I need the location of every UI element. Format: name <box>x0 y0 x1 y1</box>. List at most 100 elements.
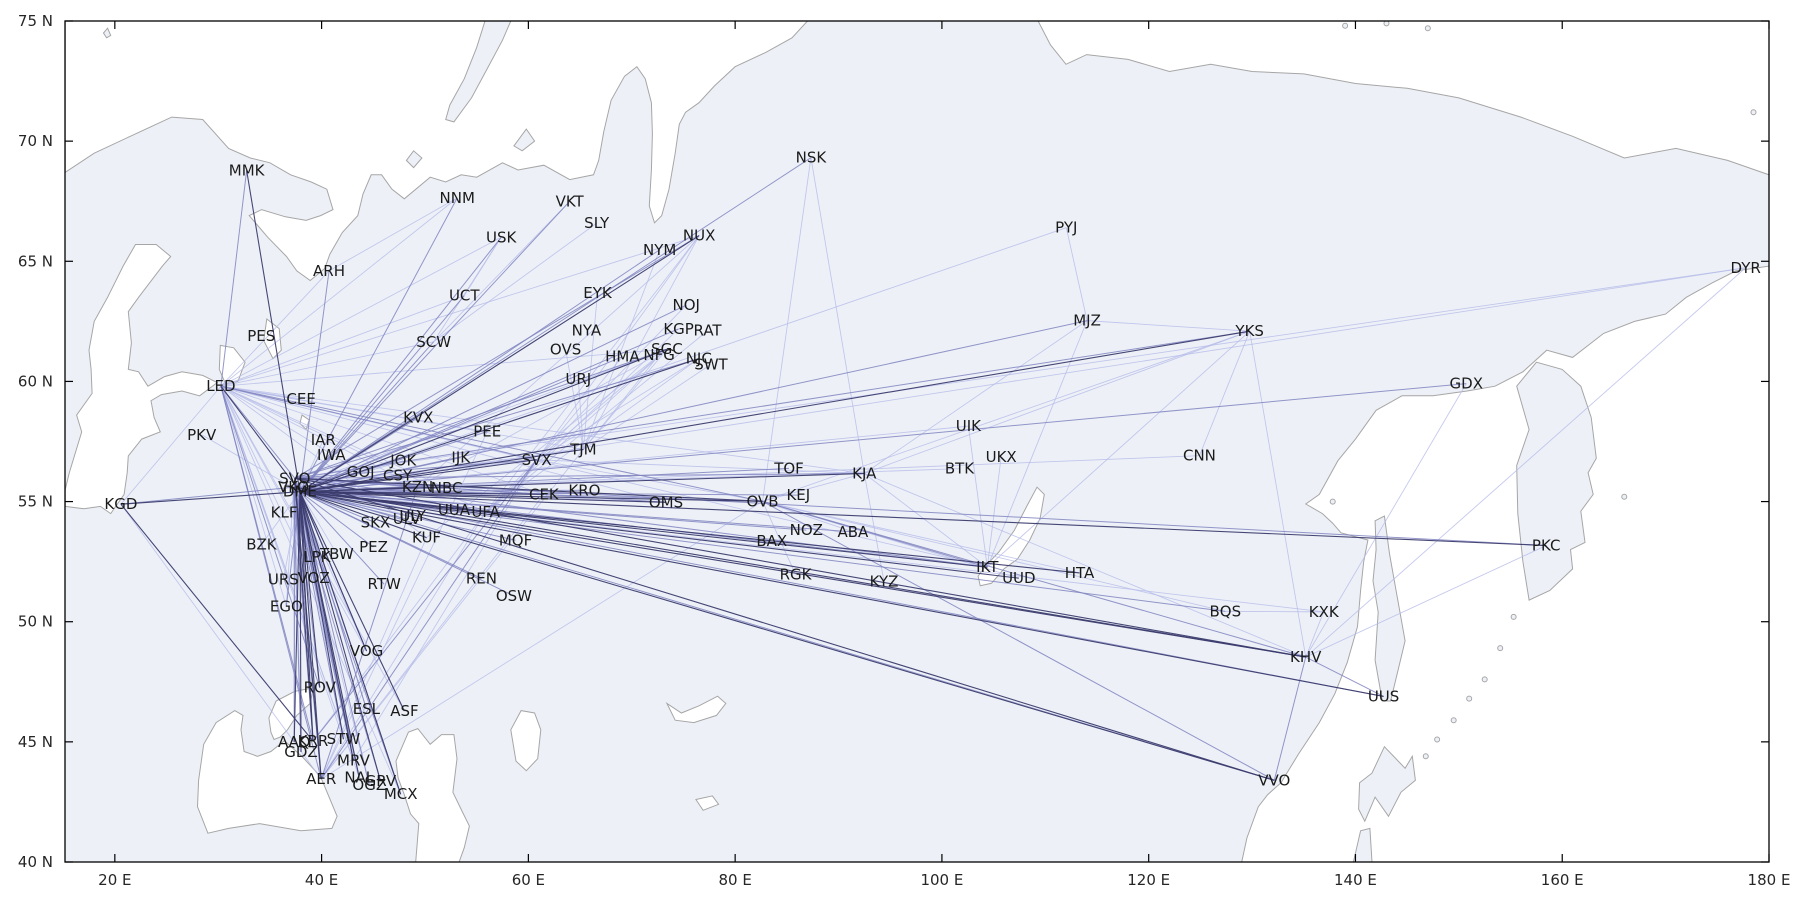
route-LED-SCW <box>220 341 434 387</box>
route-EYK-TJM <box>582 292 598 450</box>
route-DME-MMK <box>246 170 301 492</box>
airport-label-CEK: CEK <box>529 485 560 503</box>
airport-label-SLY: SLY <box>584 214 610 232</box>
airport-label-UUA: UUA <box>438 501 471 519</box>
route-KJA-MJZ <box>864 320 1088 474</box>
x-tick-label-180E: 180 E <box>1748 871 1791 889</box>
airport-label-NJC: NJC <box>686 350 712 368</box>
route-VKO-KGD <box>120 486 294 505</box>
small-island <box>1497 645 1504 652</box>
airport-label-KVX: KVX <box>403 408 433 426</box>
route-SVO-VVO <box>294 477 1275 781</box>
route-DME-VOG <box>299 491 368 652</box>
route-VKT-SCW <box>433 201 570 343</box>
route-IKT-YKS <box>987 330 1250 568</box>
airport-label-LPK: LPK <box>303 548 331 566</box>
airport-label-UFA: UFA <box>471 503 500 521</box>
airport-label-UCT: UCT <box>449 287 480 305</box>
route-YKS-KHV <box>1249 331 1307 658</box>
sakhalin-island <box>1372 515 1406 702</box>
airport-label-URJ: URJ <box>565 370 591 388</box>
route-DME-LED <box>220 385 301 493</box>
route-DME-ARH <box>299 270 330 492</box>
airport-label-PEZ: PEZ <box>359 538 388 556</box>
route-HMA-SVX <box>536 356 623 461</box>
airport-label-KEJ: KEJ <box>786 486 810 504</box>
airport-label-KLF: KLF <box>271 503 298 521</box>
airport-label-KYZ: KYZ <box>870 573 899 591</box>
route-NFG-TJM <box>583 354 660 450</box>
route-LED-UCT <box>220 295 465 387</box>
route-LED-OVB <box>220 385 763 502</box>
airport-label-ASF: ASF <box>390 702 418 720</box>
route-PEE-AER <box>320 431 488 780</box>
route-DME-OSW <box>299 491 515 597</box>
y-tick-label-60N: 60 N <box>18 372 53 390</box>
airport-label-NOJ: NOJ <box>673 296 700 314</box>
airport-label-GOJ: GOJ <box>347 463 375 481</box>
small-island <box>1510 613 1517 620</box>
route-LED-NBC <box>220 385 447 489</box>
airport-label-TJM: TJM <box>569 440 597 458</box>
airport-label-MRV: MRV <box>337 751 371 769</box>
route-NUX-SVX <box>536 235 700 461</box>
route-OVB-HTA <box>762 500 1080 574</box>
airport-label-NYA: NYA <box>572 322 602 340</box>
route-DME-TOF <box>299 467 790 493</box>
route-SVO-YKS <box>294 330 1250 479</box>
airport-label-VKT: VKT <box>556 192 585 210</box>
route-KHV-GDX <box>1305 383 1467 658</box>
route-VKO-MCX <box>293 486 402 795</box>
caspian-sea <box>395 728 470 862</box>
airport-label-SWT: SWT <box>694 355 728 373</box>
airport-label-LED: LED <box>206 377 235 395</box>
route-LED-TJM <box>220 385 584 450</box>
route-VKO-UUS <box>293 486 1384 697</box>
route-IAR-DME <box>299 439 324 492</box>
route-USK-SCW <box>433 237 502 343</box>
kolguyev-island <box>405 150 423 169</box>
route-SVO-KHV <box>294 477 1306 658</box>
route-LED-EGO <box>220 386 287 607</box>
route-DME-KGD <box>120 491 300 505</box>
route-DME-AER <box>299 491 322 780</box>
route-DME-VKT <box>299 201 570 493</box>
airport-label-DME: DME <box>283 483 317 501</box>
route-SVX-MRV <box>353 459 538 761</box>
airport-label-EYK: EYK <box>583 284 613 302</box>
airport-label-KXK: KXK <box>1309 603 1340 621</box>
route-DME-NYM <box>299 249 660 493</box>
route-DME-YKS <box>299 330 1250 493</box>
route-LED-GOJ <box>220 385 361 473</box>
small-island <box>1434 736 1441 743</box>
small-island <box>1424 25 1431 32</box>
route-SVO-SGC <box>294 348 668 479</box>
route-DME-ASF <box>299 491 405 712</box>
airport-label-NNM: NNM <box>440 189 475 207</box>
route-LED-KRR <box>220 386 314 742</box>
airport-label-MQF: MQF <box>499 531 532 549</box>
route-LED-ASF <box>220 386 405 712</box>
airport-label-RGK: RGK <box>780 565 813 583</box>
route-PYJ-MJZ <box>1065 227 1088 321</box>
route-SVO-AER <box>294 478 322 780</box>
airport-label-MCX: MCX <box>384 785 418 803</box>
y-tick-label-75N: 75 N <box>18 12 53 30</box>
airport-label-NOZ: NOZ <box>790 521 823 539</box>
kamchatka-peninsula <box>1516 361 1597 601</box>
lake-balkhash <box>665 695 727 724</box>
route-UIK-DME <box>299 425 969 493</box>
airport-label-VKO: VKO <box>278 478 309 496</box>
airport-label-RAT: RAT <box>694 322 723 340</box>
route-KHV-UUS <box>1305 656 1384 697</box>
route-DME-RTW <box>299 491 385 585</box>
airport-label-PEE: PEE <box>473 423 501 441</box>
airport-label-NAL: NAL <box>344 769 374 787</box>
route-SGC-SVX <box>536 348 668 461</box>
airport-label-ESL: ESL <box>353 700 381 718</box>
small-island <box>1422 753 1429 760</box>
route-SLY-SCW <box>433 222 597 343</box>
route-lines-layer <box>120 157 1746 795</box>
airport-label-HTA: HTA <box>1065 564 1095 582</box>
